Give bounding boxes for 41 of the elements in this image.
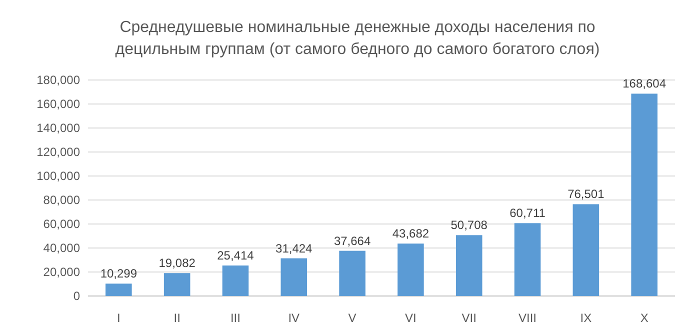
y-tick-label: 140,000 bbox=[36, 121, 80, 136]
data-label: 10,299 bbox=[100, 266, 138, 281]
bar bbox=[280, 258, 308, 296]
y-tick-label: 100,000 bbox=[36, 169, 80, 184]
x-tick-label: III bbox=[230, 311, 240, 325]
x-tick-label: X bbox=[640, 311, 648, 325]
bar bbox=[398, 244, 424, 296]
x-tick-label: IV bbox=[288, 311, 300, 325]
x-tick-label: II bbox=[174, 311, 180, 325]
bar bbox=[456, 235, 482, 296]
y-tick-label: 80,000 bbox=[43, 193, 80, 208]
data-label: 76,501 bbox=[568, 187, 605, 202]
x-tick-label: VII bbox=[462, 311, 476, 325]
y-tick-label: 20,000 bbox=[43, 265, 80, 280]
data-label: 50,708 bbox=[450, 218, 488, 232]
x-tick-label: I bbox=[116, 311, 120, 325]
data-label: 31,424 bbox=[276, 241, 313, 256]
y-tick-label: 120,000 bbox=[36, 145, 80, 160]
bar bbox=[631, 94, 658, 296]
bar bbox=[106, 284, 132, 296]
y-tick-label: 160,000 bbox=[36, 97, 80, 112]
data-label: 43,682 bbox=[392, 226, 430, 241]
bar bbox=[514, 223, 541, 296]
x-tick-label: VIII bbox=[518, 311, 537, 325]
bar bbox=[222, 266, 249, 296]
bar bbox=[164, 273, 190, 296]
x-tick-label: V bbox=[348, 311, 356, 325]
x-tick-label: IX bbox=[580, 311, 592, 325]
data-label: 37,664 bbox=[334, 234, 371, 248]
x-tick-label: VI bbox=[405, 311, 416, 325]
y-tick-label: 40,000 bbox=[43, 241, 80, 256]
y-tick-label: 0 bbox=[73, 289, 80, 304]
chart-title: Среднедушевые номинальные денежные доходы населения по децильным группам (от самого бедного до самого богатого слоя) bbox=[115, 19, 600, 58]
y-tick-label: 180,000 bbox=[36, 73, 80, 88]
data-label: 168,604 bbox=[622, 76, 666, 91]
bar bbox=[572, 204, 600, 296]
bar bbox=[339, 250, 366, 296]
data-label: 19,082 bbox=[158, 256, 196, 270]
data-label: 60,711 bbox=[510, 206, 546, 220]
y-tick-label: 60,000 bbox=[43, 217, 80, 232]
data-label: 25,414 bbox=[217, 248, 254, 263]
